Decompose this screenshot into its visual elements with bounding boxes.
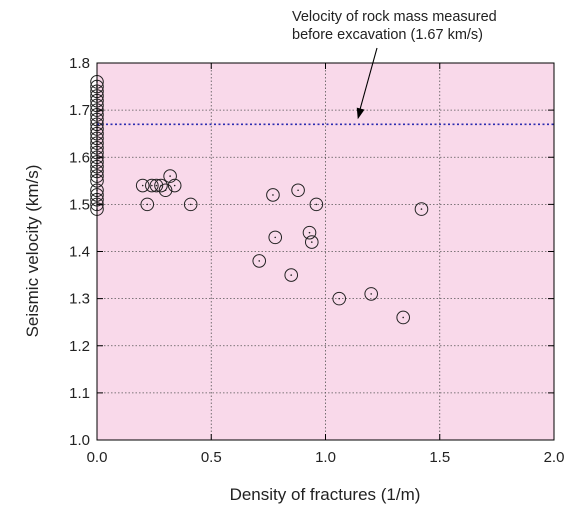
data-point-marker: [140, 197, 155, 212]
data-point-marker: [145, 178, 159, 193]
data-point: [140, 197, 155, 212]
annotation-line-1: Velocity of rock mass measured: [292, 9, 497, 25]
data-point: [266, 188, 280, 202]
data-point-marker: [252, 254, 267, 268]
data-point: [135, 178, 150, 193]
data-point-marker: [284, 268, 299, 282]
data-point-center: [315, 203, 318, 206]
y-tick-label: 1.4: [69, 244, 90, 261]
data-point-marker: [332, 291, 347, 306]
data-point-marker: [302, 225, 317, 240]
data-point-center: [297, 189, 299, 192]
data-point-center: [290, 274, 293, 276]
data-point: [309, 197, 324, 212]
data-point: [268, 230, 283, 245]
x-axis-ticks: 0.0 0.5 1.0 1.5 2.0: [87, 63, 565, 466]
data-point: [332, 291, 347, 306]
x-tick-label: 0.5: [201, 449, 222, 466]
data-point-center: [370, 293, 373, 295]
data-point: [414, 202, 429, 216]
annotation: Velocity of rock mass measured before ex…: [292, 9, 497, 120]
x-tick-label: 2.0: [544, 449, 565, 466]
data-point-center: [169, 175, 171, 177]
y-axis-title: Seismic velocity (km/s): [23, 165, 42, 338]
data-point-center: [164, 189, 167, 192]
annotation-arrowhead: [356, 107, 365, 120]
data-point-marker: [396, 310, 410, 325]
data-point-center: [310, 241, 313, 243]
data-point: [167, 178, 182, 193]
data-point: [158, 183, 173, 198]
data-point: [183, 197, 198, 212]
data-point-center: [189, 203, 192, 206]
data-point-center: [146, 203, 149, 206]
data-point-marker: [291, 183, 305, 198]
data-point-center: [173, 184, 176, 187]
data-point-center: [272, 194, 274, 196]
data-point-center: [274, 236, 277, 239]
y-tick-label: 1.7: [69, 102, 90, 119]
y-tick-label: 1.6: [69, 149, 90, 166]
annotation-line-2: before excavation (1.67 km/s): [292, 27, 483, 43]
data-point-marker: [154, 178, 168, 193]
y-tick-label: 1.0: [69, 432, 90, 449]
y-tick-label: 1.5: [69, 196, 90, 213]
data-point-marker: [266, 188, 280, 202]
data-point-center: [402, 316, 404, 319]
data-point: [163, 169, 177, 183]
data-point-marker: [364, 287, 379, 301]
data-point: [364, 287, 379, 301]
x-tick-label: 1.5: [429, 449, 450, 466]
x-axis-title: Density of fractures (1/m): [230, 485, 421, 504]
data-point: [302, 225, 317, 240]
y-tick-label: 1.3: [69, 291, 90, 308]
data-point-center: [338, 297, 341, 300]
data-point-center: [141, 184, 144, 187]
data-point-marker: [163, 169, 177, 183]
data-point: [396, 310, 410, 325]
data-point: [252, 254, 267, 268]
y-tick-label: 1.8: [69, 55, 90, 72]
data-point-center: [258, 260, 261, 262]
y-axis-ticks: 1.0 1.1 1.2 1.3 1.4 1.5 1.6 1.7 1.8: [69, 55, 554, 449]
data-point-marker: [268, 230, 283, 245]
data-point: [291, 183, 305, 198]
data-point-center: [308, 231, 311, 234]
data-point: [149, 178, 164, 193]
data-point-marker: [158, 183, 173, 198]
data-point-marker: [149, 178, 164, 193]
data-point: [145, 178, 159, 193]
x-tick-label: 0.0: [87, 449, 108, 466]
annotation-arrow: [359, 47, 378, 111]
data-point-center: [151, 184, 153, 187]
data-point-marker: [167, 178, 182, 193]
data-point: [304, 235, 319, 249]
data-point-center: [420, 208, 423, 210]
data-point-marker: [183, 197, 198, 212]
data-point-marker: [414, 202, 429, 216]
y-tick-label: 1.1: [69, 385, 90, 402]
y-tick-label: 1.2: [69, 338, 90, 355]
x-tick-label: 1.0: [315, 449, 336, 466]
data-point: [284, 268, 299, 282]
data-point-marker: [304, 235, 319, 249]
data-point-center: [155, 184, 158, 187]
data-point-marker: [309, 197, 324, 212]
data-point-marker: [135, 178, 150, 193]
grid-lines: [97, 63, 554, 440]
